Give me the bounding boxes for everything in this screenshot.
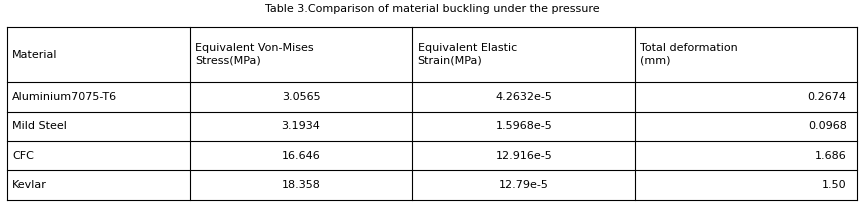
Text: CFC: CFC [12,151,34,161]
Text: 12.79e-5: 12.79e-5 [499,180,549,190]
Text: 1.5968e-5: 1.5968e-5 [495,121,552,131]
Text: Total deformation
(mm): Total deformation (mm) [640,43,738,66]
Text: 18.358: 18.358 [282,180,321,190]
Text: 1.686: 1.686 [815,151,847,161]
Text: 3.0565: 3.0565 [282,92,321,102]
Text: Aluminium7075-T6: Aluminium7075-T6 [12,92,118,102]
Text: 1.50: 1.50 [822,180,847,190]
Text: Table 3.Comparison of material buckling under the pressure: Table 3.Comparison of material buckling … [264,4,600,14]
Text: Equivalent Elastic
Strain(MPa): Equivalent Elastic Strain(MPa) [417,43,517,66]
Text: 0.2674: 0.2674 [808,92,847,102]
Text: 4.2632e-5: 4.2632e-5 [495,92,552,102]
Text: Equivalent Von-Mises
Stress(MPa): Equivalent Von-Mises Stress(MPa) [195,43,314,66]
Text: 12.916e-5: 12.916e-5 [495,151,552,161]
Text: 16.646: 16.646 [282,151,321,161]
Text: 3.1934: 3.1934 [282,121,321,131]
Text: 0.0968: 0.0968 [808,121,847,131]
Text: Kevlar: Kevlar [12,180,47,190]
Text: Material: Material [12,50,58,60]
Text: Mild Steel: Mild Steel [12,121,67,131]
